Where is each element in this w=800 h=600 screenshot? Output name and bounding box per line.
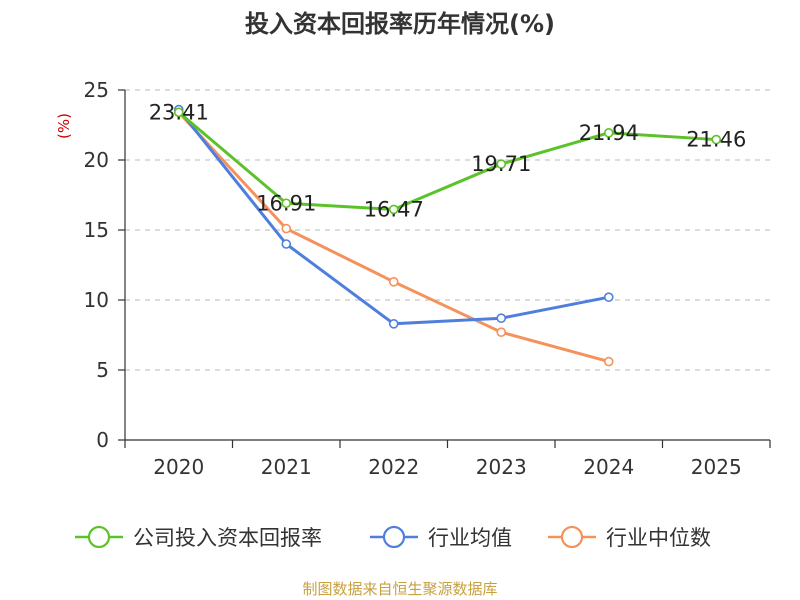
legend-label: 行业均值	[428, 526, 512, 550]
data-point[interactable]	[496, 327, 507, 338]
legend-item[interactable]: 公司投入资本回报率	[75, 525, 322, 550]
legend[interactable]: 公司投入资本回报率 行业均值 行业中位数	[75, 525, 711, 550]
legend-label: 公司投入资本回报率	[133, 526, 322, 550]
data-point[interactable]	[711, 134, 722, 145]
data-point[interactable]	[603, 356, 614, 367]
data-point[interactable]	[388, 276, 399, 287]
data-label: 21.94	[579, 121, 639, 145]
data-point[interactable]	[388, 204, 399, 215]
data-point[interactable]	[603, 128, 614, 138]
data-label: 16.91	[256, 191, 316, 215]
source-note: 制图数据来自恒生聚源数据库	[302, 580, 497, 598]
legend-marker	[560, 525, 584, 549]
data-label: 21.46	[686, 128, 746, 152]
data-label: 19.71	[471, 152, 531, 176]
data-point[interactable]	[173, 107, 184, 118]
series-line	[177, 111, 717, 211]
legend-marker	[382, 525, 406, 549]
chart-title: 投入资本回报率历年情况(%)	[245, 10, 555, 38]
data-point[interactable]	[496, 313, 507, 324]
data-labels: 23.41 16.91 16.47 19.71 21.94 21.46	[149, 100, 747, 221]
x-tick-label: 2020	[153, 455, 204, 479]
y-tick-label: 20	[84, 148, 109, 172]
x-tick-label: 2023	[476, 455, 527, 479]
legend-marker	[87, 525, 111, 549]
series-group	[173, 104, 722, 367]
legend-label: 行业中位数	[606, 526, 711, 550]
data-label: 23.41	[149, 100, 209, 124]
x-tick-label: 2022	[368, 455, 419, 479]
data-point[interactable]	[281, 223, 292, 234]
data-point[interactable]	[388, 318, 399, 329]
x-tick-label: 2021	[261, 455, 312, 479]
y-tick-label: 25	[84, 78, 109, 102]
data-label: 16.47	[364, 197, 424, 221]
data-point[interactable]	[281, 239, 292, 249]
x-tick-label: 2024	[583, 455, 634, 479]
y-tick-label: 0	[96, 428, 109, 452]
data-point[interactable]	[281, 198, 292, 209]
data-point[interactable]	[496, 159, 507, 169]
legend-item[interactable]: 行业中位数	[548, 525, 711, 550]
legend-item[interactable]: 行业均值	[370, 525, 512, 550]
x-tick-label: 2025	[691, 455, 742, 479]
y-tick-label: 15	[84, 218, 109, 242]
y-tick-label: 5	[96, 358, 109, 382]
y-tick-label: 10	[84, 288, 109, 312]
grid	[125, 89, 770, 371]
y-axis-unit: (%)	[55, 113, 73, 139]
data-point[interactable]	[603, 292, 614, 303]
